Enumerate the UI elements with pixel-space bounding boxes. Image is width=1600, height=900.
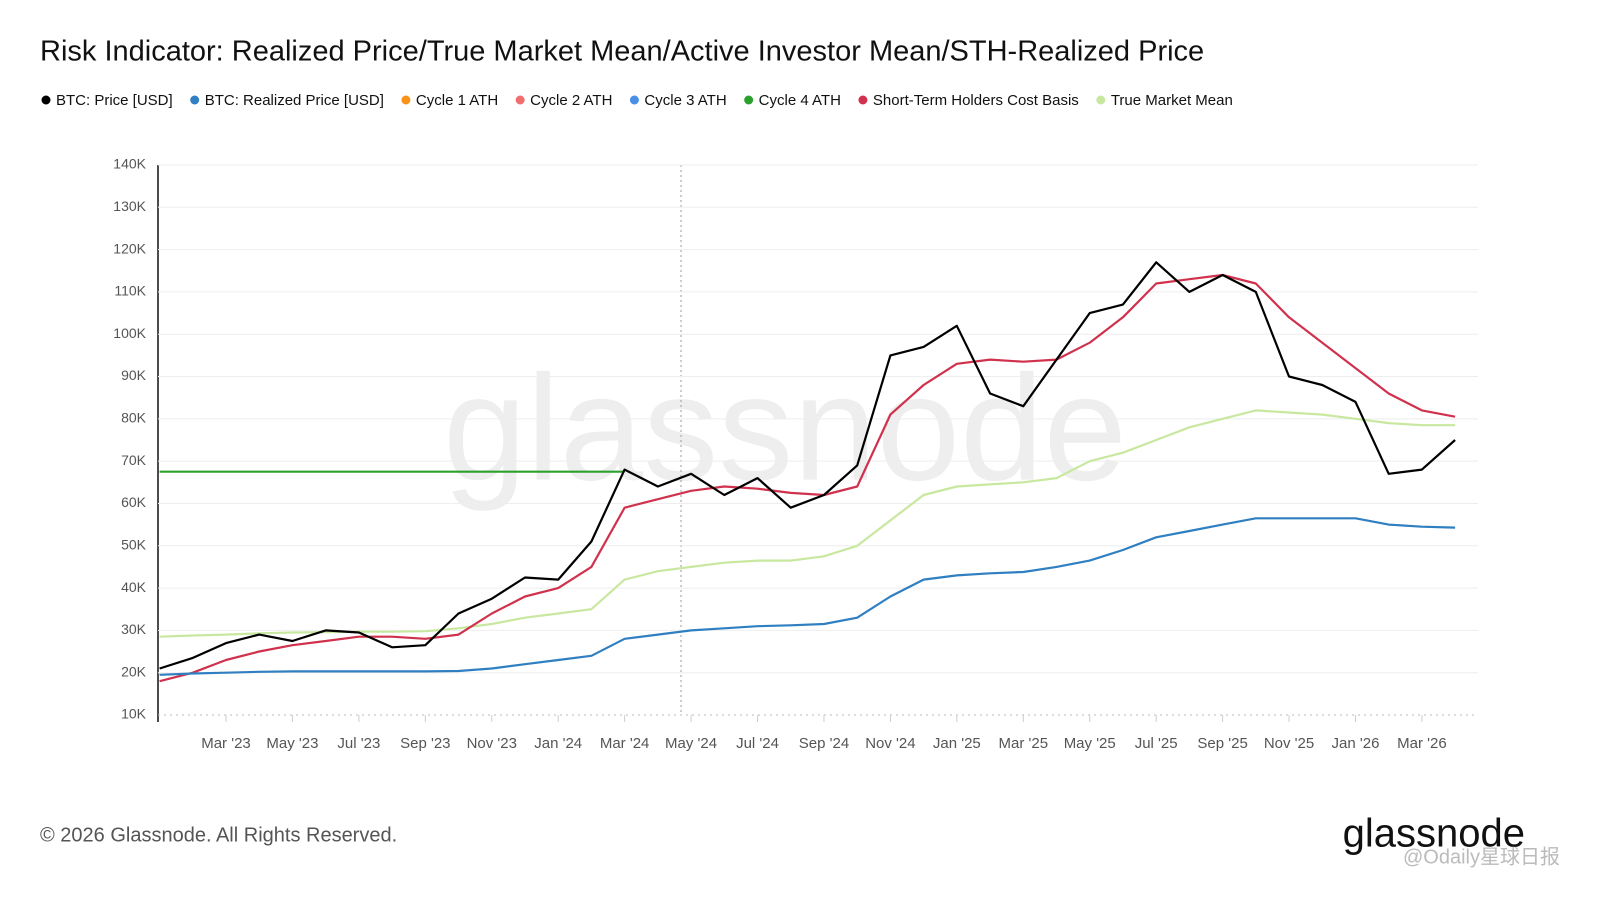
- y-tick-label: 90K: [121, 367, 147, 383]
- x-tick-label: Sep '25: [1197, 735, 1247, 752]
- legend-label: True Market Mean: [1111, 92, 1233, 109]
- x-tick-label: Mar '24: [600, 735, 650, 752]
- x-tick-label: May '24: [665, 735, 717, 752]
- y-tick-label: 60K: [121, 494, 147, 510]
- legend-marker: [190, 95, 200, 105]
- source-watermark: @Odaily星球日报: [1403, 845, 1560, 868]
- legend-label: Cycle 2 ATH: [530, 92, 612, 109]
- chart-title: Risk Indicator: Realized Price/True Mark…: [40, 36, 1204, 68]
- copyright: © 2026 Glassnode. All Rights Reserved.: [40, 824, 397, 846]
- y-tick-label: 140K: [113, 156, 146, 172]
- y-tick-label: 100K: [113, 325, 146, 341]
- legend-label: Cycle 4 ATH: [759, 92, 841, 109]
- x-tick-label: Jul '23: [337, 735, 380, 752]
- legend-marker: [515, 95, 525, 105]
- x-tick-label: Mar '23: [201, 735, 251, 752]
- x-tick-label: Nov '25: [1264, 735, 1314, 752]
- y-tick-label: 20K: [121, 663, 147, 679]
- x-tick-label: Jan '25: [933, 735, 981, 752]
- x-tick-label: Mar '25: [998, 735, 1048, 752]
- series-line: [159, 273, 1456, 683]
- x-tick-label: May '25: [1064, 735, 1116, 752]
- legend-label: Cycle 3 ATH: [644, 92, 726, 109]
- y-tick-label: 70K: [121, 452, 147, 468]
- legend-marker: [629, 95, 639, 105]
- x-tick-label: Jan '24: [534, 735, 582, 752]
- legend-label: BTC: Realized Price [USD]: [205, 92, 384, 109]
- legend-marker: [401, 95, 411, 105]
- y-tick-label: 130K: [113, 198, 146, 214]
- x-tick-label: Jan '26: [1332, 735, 1380, 752]
- y-tick-label: 80K: [121, 410, 147, 426]
- legend-label: Cycle 1 ATH: [416, 92, 498, 109]
- x-tick-label: Jul '25: [1135, 735, 1178, 752]
- series-line: [159, 517, 1456, 676]
- y-tick-label: 10K: [121, 706, 147, 722]
- legend-label: BTC: Price [USD]: [56, 92, 173, 109]
- x-tick-label: Mar '26: [1397, 735, 1447, 752]
- legend-marker: [1096, 95, 1106, 105]
- watermark: glassnode: [443, 344, 1127, 512]
- legend-marker: [744, 95, 754, 105]
- x-tick-label: Sep '24: [799, 735, 849, 752]
- y-tick-label: 40K: [121, 579, 147, 595]
- series-line: [159, 409, 1456, 638]
- y-tick-label: 50K: [121, 536, 147, 552]
- y-tick-label: 110K: [114, 283, 146, 299]
- x-tick-label: Nov '23: [467, 735, 517, 752]
- legend-marker: [41, 95, 51, 105]
- y-tick-label: 30K: [121, 621, 147, 637]
- x-tick-label: Sep '23: [400, 735, 450, 752]
- y-tick-label: 120K: [113, 240, 146, 256]
- series-line: [159, 261, 1456, 670]
- x-tick-label: Jul '24: [736, 735, 779, 752]
- legend-label: Short-Term Holders Cost Basis: [873, 92, 1079, 109]
- x-tick-label: Nov '24: [865, 735, 915, 752]
- x-tick-label: May '23: [266, 735, 318, 752]
- logo: glassnode: [1343, 812, 1525, 856]
- legend-marker: [858, 95, 868, 105]
